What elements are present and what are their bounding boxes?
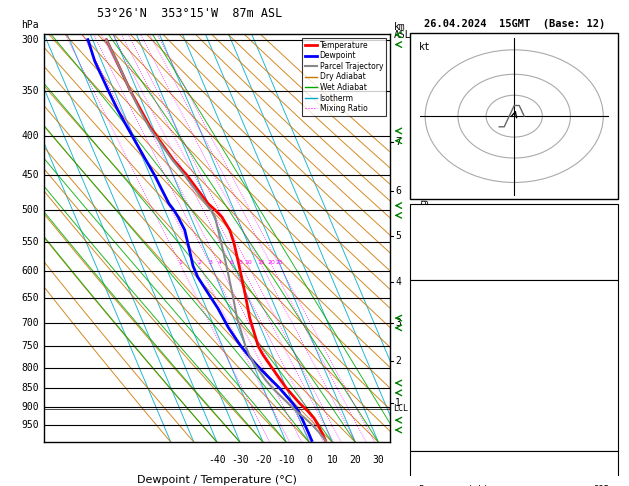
Text: 53°26'N  353°15'W  87m ASL: 53°26'N 353°15'W 87m ASL bbox=[97, 7, 282, 20]
Text: 350: 350 bbox=[21, 86, 39, 96]
Text: 3: 3 bbox=[395, 318, 401, 328]
Text: 6: 6 bbox=[395, 186, 401, 196]
Text: K: K bbox=[419, 213, 424, 222]
Text: 2: 2 bbox=[395, 356, 401, 366]
Text: 6: 6 bbox=[604, 385, 610, 394]
Text: 4: 4 bbox=[217, 260, 221, 265]
Text: Mixing Ratio (g/kg): Mixing Ratio (g/kg) bbox=[420, 195, 429, 281]
Text: 8: 8 bbox=[239, 260, 243, 265]
Text: 10: 10 bbox=[244, 260, 252, 265]
Text: Dewp (°C): Dewp (°C) bbox=[419, 337, 467, 346]
Text: Dewpoint / Temperature (°C): Dewpoint / Temperature (°C) bbox=[137, 475, 297, 485]
Text: ASL: ASL bbox=[394, 30, 411, 40]
Text: -40: -40 bbox=[208, 454, 226, 465]
Text: 15: 15 bbox=[258, 260, 265, 265]
Text: Pressure (mb): Pressure (mb) bbox=[419, 485, 489, 486]
Text: -20: -20 bbox=[254, 454, 272, 465]
Text: 2: 2 bbox=[198, 260, 201, 265]
Text: 4: 4 bbox=[395, 278, 401, 287]
Legend: Temperature, Dewpoint, Parcel Trajectory, Dry Adiabat, Wet Adiabat, Isotherm, Mi: Temperature, Dewpoint, Parcel Trajectory… bbox=[302, 38, 386, 116]
Text: Totals Totals: Totals Totals bbox=[419, 237, 489, 246]
Text: © weatheronline.co.uk: © weatheronline.co.uk bbox=[458, 463, 571, 471]
Text: 800: 800 bbox=[21, 363, 39, 373]
Text: 750: 750 bbox=[21, 341, 39, 351]
Text: 600: 600 bbox=[21, 266, 39, 277]
Text: kt: kt bbox=[419, 42, 430, 52]
Text: km: km bbox=[394, 22, 405, 32]
Text: 10: 10 bbox=[599, 213, 610, 222]
Text: 450: 450 bbox=[21, 170, 39, 180]
Text: Lifted Index: Lifted Index bbox=[419, 385, 483, 394]
Text: 7.4: 7.4 bbox=[594, 313, 610, 322]
Text: CAPE (J): CAPE (J) bbox=[419, 409, 462, 418]
Text: hPa: hPa bbox=[21, 20, 39, 30]
Text: CIN (J): CIN (J) bbox=[419, 433, 457, 442]
Text: 900: 900 bbox=[21, 402, 39, 412]
Text: 3: 3 bbox=[209, 260, 213, 265]
Text: 0: 0 bbox=[306, 454, 312, 465]
Text: 650: 650 bbox=[21, 293, 39, 303]
Text: 995: 995 bbox=[594, 485, 610, 486]
Text: 550: 550 bbox=[21, 237, 39, 247]
Text: Surface: Surface bbox=[496, 289, 533, 298]
Text: LCL: LCL bbox=[394, 404, 408, 414]
Text: 20: 20 bbox=[267, 260, 276, 265]
Text: 42: 42 bbox=[599, 237, 610, 246]
Text: Most Unstable: Most Unstable bbox=[479, 461, 549, 469]
Text: 700: 700 bbox=[21, 318, 39, 328]
Text: 1: 1 bbox=[395, 399, 401, 408]
Text: 10: 10 bbox=[326, 454, 338, 465]
Text: 850: 850 bbox=[21, 383, 39, 393]
Text: θₑ(K): θₑ(K) bbox=[419, 361, 445, 370]
Text: 1.4: 1.4 bbox=[594, 337, 610, 346]
Text: Temp (°C): Temp (°C) bbox=[419, 313, 467, 322]
Text: 7: 7 bbox=[395, 138, 401, 147]
Text: -10: -10 bbox=[277, 454, 295, 465]
Text: 20: 20 bbox=[350, 454, 361, 465]
Text: 0: 0 bbox=[604, 433, 610, 442]
Text: 6: 6 bbox=[230, 260, 233, 265]
Text: 26.04.2024  15GMT  (Base: 12): 26.04.2024 15GMT (Base: 12) bbox=[423, 19, 605, 29]
Text: 950: 950 bbox=[21, 420, 39, 430]
Text: 500: 500 bbox=[21, 206, 39, 215]
Text: 292: 292 bbox=[594, 361, 610, 370]
Text: 30: 30 bbox=[372, 454, 384, 465]
Text: 1: 1 bbox=[179, 260, 182, 265]
Text: 400: 400 bbox=[21, 131, 39, 141]
Text: PW (cm): PW (cm) bbox=[419, 261, 457, 270]
Text: 5: 5 bbox=[395, 231, 401, 241]
Text: 0.83: 0.83 bbox=[588, 261, 610, 270]
Text: 300: 300 bbox=[21, 35, 39, 45]
Text: 25: 25 bbox=[276, 260, 283, 265]
Text: -30: -30 bbox=[231, 454, 249, 465]
Text: 83: 83 bbox=[599, 409, 610, 418]
